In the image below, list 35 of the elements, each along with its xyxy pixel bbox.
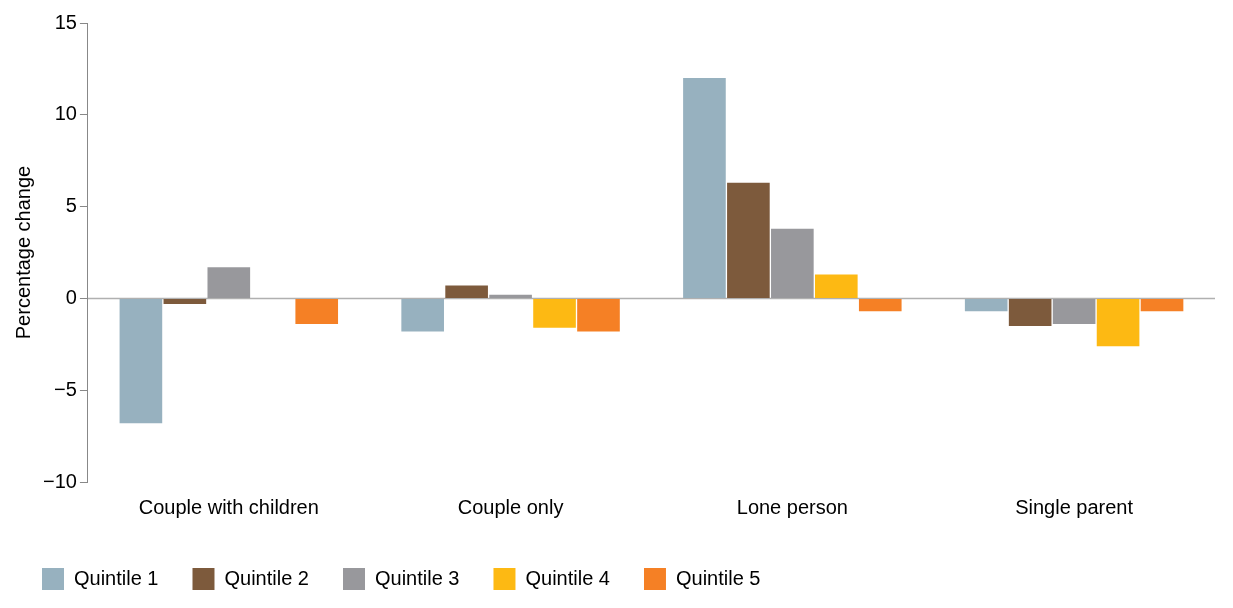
bar — [683, 78, 726, 298]
y-axis-title: Percentage change — [11, 165, 34, 340]
bar — [577, 298, 620, 332]
y-tick-label: −10 — [42, 469, 77, 492]
bar — [295, 298, 339, 325]
bar — [1052, 298, 1096, 325]
x-tick-label: Couple only — [457, 495, 564, 518]
legend-label: Quintile 3 — [374, 566, 460, 589]
bar — [1096, 298, 1140, 347]
bar — [1008, 298, 1052, 326]
bar — [858, 298, 902, 312]
y-tick-label: 5 — [65, 194, 77, 217]
bar — [771, 228, 814, 298]
bar — [445, 285, 488, 298]
bar — [489, 294, 532, 298]
bar — [727, 182, 770, 298]
x-tick-label: Couple with children — [138, 495, 319, 518]
bar — [814, 274, 858, 298]
legend-label: Quintile 5 — [675, 566, 761, 589]
bar — [964, 298, 1008, 312]
y-tick-label: 0 — [65, 285, 77, 308]
legend-label: Quintile 1 — [74, 566, 159, 589]
bar — [207, 267, 251, 298]
y-tick-label: −5 — [54, 377, 77, 400]
bar — [163, 298, 207, 304]
x-tick-label: Single parent — [1015, 495, 1134, 518]
bar — [533, 298, 576, 328]
y-tick-label: 15 — [54, 10, 77, 33]
x-tick-label: Lone person — [736, 495, 848, 518]
bar — [119, 298, 163, 424]
legend-label: Quintile 4 — [525, 566, 610, 589]
y-tick-label: 10 — [54, 102, 77, 125]
bar — [1140, 298, 1184, 312]
bar — [401, 298, 444, 332]
legend-label: Quintile 2 — [224, 566, 309, 589]
